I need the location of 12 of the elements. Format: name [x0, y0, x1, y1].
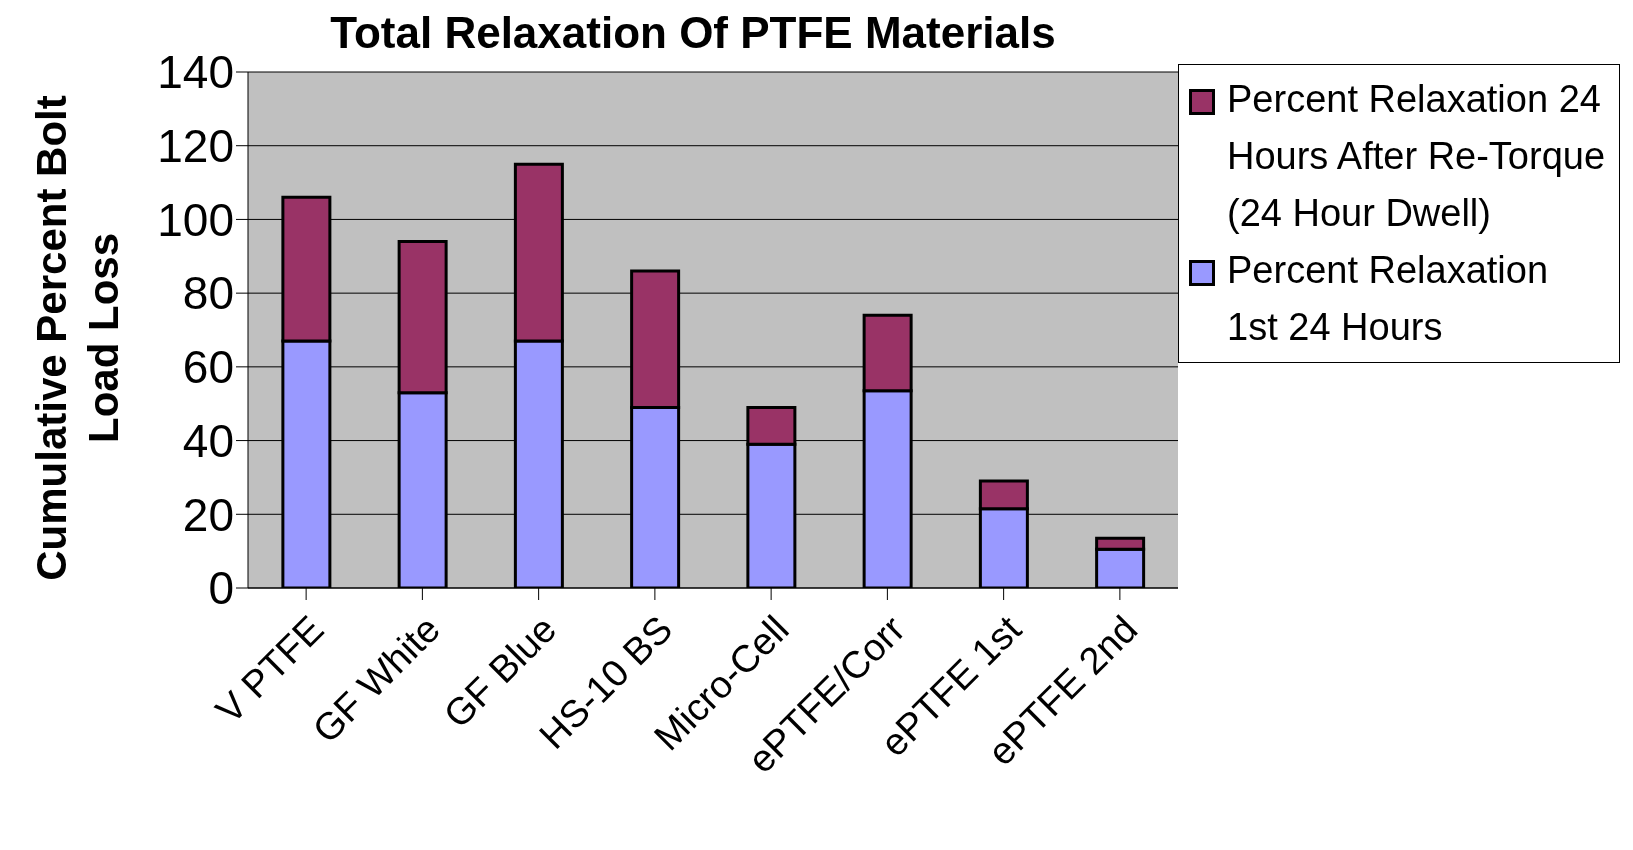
y-tick-label: 140 — [157, 46, 234, 99]
y-tick-label: 40 — [182, 414, 234, 467]
legend-label: Percent Relaxation 1st 24 Hours — [1227, 248, 1550, 350]
y-tick-label: 0 — [208, 562, 234, 615]
y-tick-label: 20 — [182, 488, 234, 541]
y-tick-label: 120 — [157, 120, 234, 173]
y-tick-label: 60 — [182, 341, 234, 394]
y-tick-label: 100 — [157, 193, 234, 246]
y-tick-label: 80 — [182, 267, 234, 320]
y-axis-title: Cumulative Percent Bolt Load Loss — [27, 94, 128, 583]
legend-label: Percent Relaxation 24 Hours After Re-Torque (24 Hour Dwell) — [1227, 77, 1607, 236]
chart-title: Total Relaxation Of PTFE Materials — [330, 8, 1056, 57]
